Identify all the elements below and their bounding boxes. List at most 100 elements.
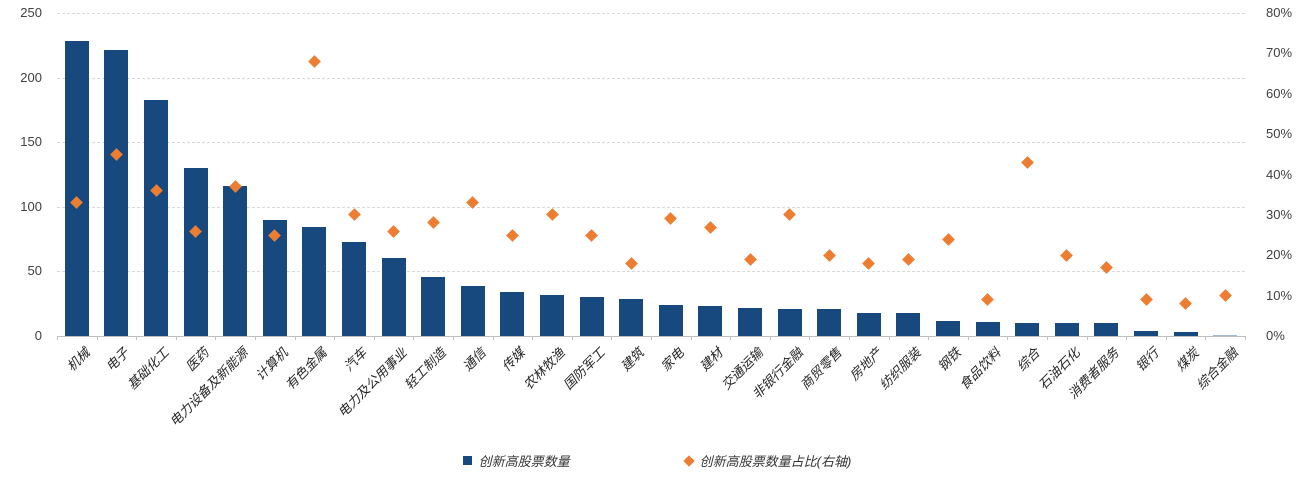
category-label: 建材 xyxy=(697,345,727,375)
x-axis-tick xyxy=(809,336,811,340)
x-axis-tick xyxy=(1165,336,1167,340)
bar xyxy=(975,321,1000,336)
x-axis-tick xyxy=(373,336,375,340)
diamond-marker xyxy=(1218,289,1232,302)
bar xyxy=(460,285,485,336)
left-axis-tick-label: 100 xyxy=(20,198,42,214)
bar xyxy=(777,308,802,336)
right-axis-tick-label: 0% xyxy=(1266,328,1285,343)
bar xyxy=(1173,332,1198,336)
x-axis-tick xyxy=(571,336,573,340)
bar xyxy=(183,168,208,336)
bar xyxy=(817,308,842,336)
right-axis-tick-label: 50% xyxy=(1266,126,1293,142)
x-axis-tick xyxy=(730,336,732,340)
right-axis-tick-label: 30% xyxy=(1266,206,1293,222)
diamond-marker xyxy=(941,232,955,246)
bar xyxy=(223,186,248,336)
diamond-marker xyxy=(743,252,757,266)
bar xyxy=(936,320,960,336)
category-label: 轻工制造 xyxy=(401,345,449,393)
bar xyxy=(540,294,564,336)
category-label: 机械 xyxy=(63,345,93,375)
right-axis-tick-label: 70% xyxy=(1266,45,1293,61)
bar xyxy=(1054,323,1079,336)
category-label: 煤炭 xyxy=(1172,345,1202,375)
diamond-marker xyxy=(1139,293,1153,307)
right-axis-tick-label: 40% xyxy=(1266,166,1293,182)
legend-label-markers: 创新高股票数量占比(右轴) xyxy=(699,454,852,469)
left-axis-tick-label: 0 xyxy=(34,328,42,343)
bar xyxy=(1134,330,1158,336)
diamond-marker xyxy=(308,55,321,68)
diamond-marker xyxy=(347,208,361,222)
category-label: 有色金属 xyxy=(282,345,331,393)
bar xyxy=(896,312,921,336)
bar xyxy=(856,312,881,336)
x-axis-tick xyxy=(611,336,613,340)
category-label: 商贸零售 xyxy=(797,345,845,393)
bar xyxy=(619,298,644,336)
x-axis-tick xyxy=(413,336,415,340)
category-label: 汽车 xyxy=(340,345,370,375)
gridline xyxy=(57,77,1245,79)
diamond-marker xyxy=(981,293,994,307)
x-axis-tick xyxy=(1126,336,1128,340)
x-axis-tick xyxy=(888,336,890,340)
bar xyxy=(1015,323,1040,336)
x-axis-tick xyxy=(175,336,177,340)
bar xyxy=(104,50,129,336)
x-axis-tick xyxy=(136,336,138,340)
x-axis-tick xyxy=(849,336,850,340)
diamond-marker xyxy=(902,252,915,266)
legend-item-markers: 创新高股票数量占比(右轴) xyxy=(683,451,852,470)
diamond-marker xyxy=(426,216,440,230)
category-label: 建筑 xyxy=(617,345,647,375)
bar xyxy=(698,306,723,336)
diamond-marker xyxy=(545,208,559,222)
category-label: 基础化工 xyxy=(124,345,172,393)
bar xyxy=(381,258,406,336)
bar xyxy=(64,41,89,336)
x-axis-tick xyxy=(1007,336,1009,340)
x-axis-tick xyxy=(967,336,969,340)
x-axis-tick xyxy=(928,336,930,340)
x-axis-tick xyxy=(651,336,652,340)
bar-swatch-icon xyxy=(462,456,472,465)
bar xyxy=(500,292,525,336)
gridline xyxy=(57,142,1245,144)
category-label: 农林牧渔 xyxy=(520,345,568,393)
category-label: 综合 xyxy=(1013,345,1043,375)
bar xyxy=(738,307,762,336)
x-axis-tick xyxy=(1205,336,1207,340)
bar xyxy=(342,241,366,336)
right-axis-tick-label: 60% xyxy=(1266,85,1293,101)
x-axis-tick xyxy=(453,336,454,340)
gridline xyxy=(57,13,1245,14)
x-axis-tick xyxy=(769,336,771,340)
legend: 创新高股票数量 创新高股票数量占比(右轴) xyxy=(0,451,1314,470)
diamond-marker xyxy=(783,208,796,222)
x-axis-tick xyxy=(215,336,217,340)
category-label: 钢铁 xyxy=(934,345,964,375)
x-axis-tick xyxy=(492,336,494,340)
bar xyxy=(1213,334,1238,336)
x-axis-tick xyxy=(1047,336,1048,340)
left-axis-tick-label: 150 xyxy=(20,134,42,150)
category-label: 银行 xyxy=(1132,345,1162,375)
gridline xyxy=(57,271,1245,273)
plot-area: 机械 电子 基础化工 医药 电力设备及新能源 计算机 有色金属 汽车 电力及公用事业 轻工制造 通信… xyxy=(57,13,1246,429)
x-axis-tick xyxy=(690,336,692,340)
left-axis-tick-label: 200 xyxy=(20,69,42,85)
diamond-marker xyxy=(1179,297,1192,311)
bar xyxy=(144,99,168,336)
diamond-marker xyxy=(1020,156,1034,169)
bar xyxy=(1094,323,1119,336)
diamond-swatch-icon xyxy=(683,454,695,467)
diamond-marker xyxy=(387,224,400,238)
diamond-marker xyxy=(862,256,876,270)
x-axis-tick xyxy=(334,336,336,340)
diamond-marker xyxy=(585,228,598,242)
diamond-marker xyxy=(704,220,717,234)
